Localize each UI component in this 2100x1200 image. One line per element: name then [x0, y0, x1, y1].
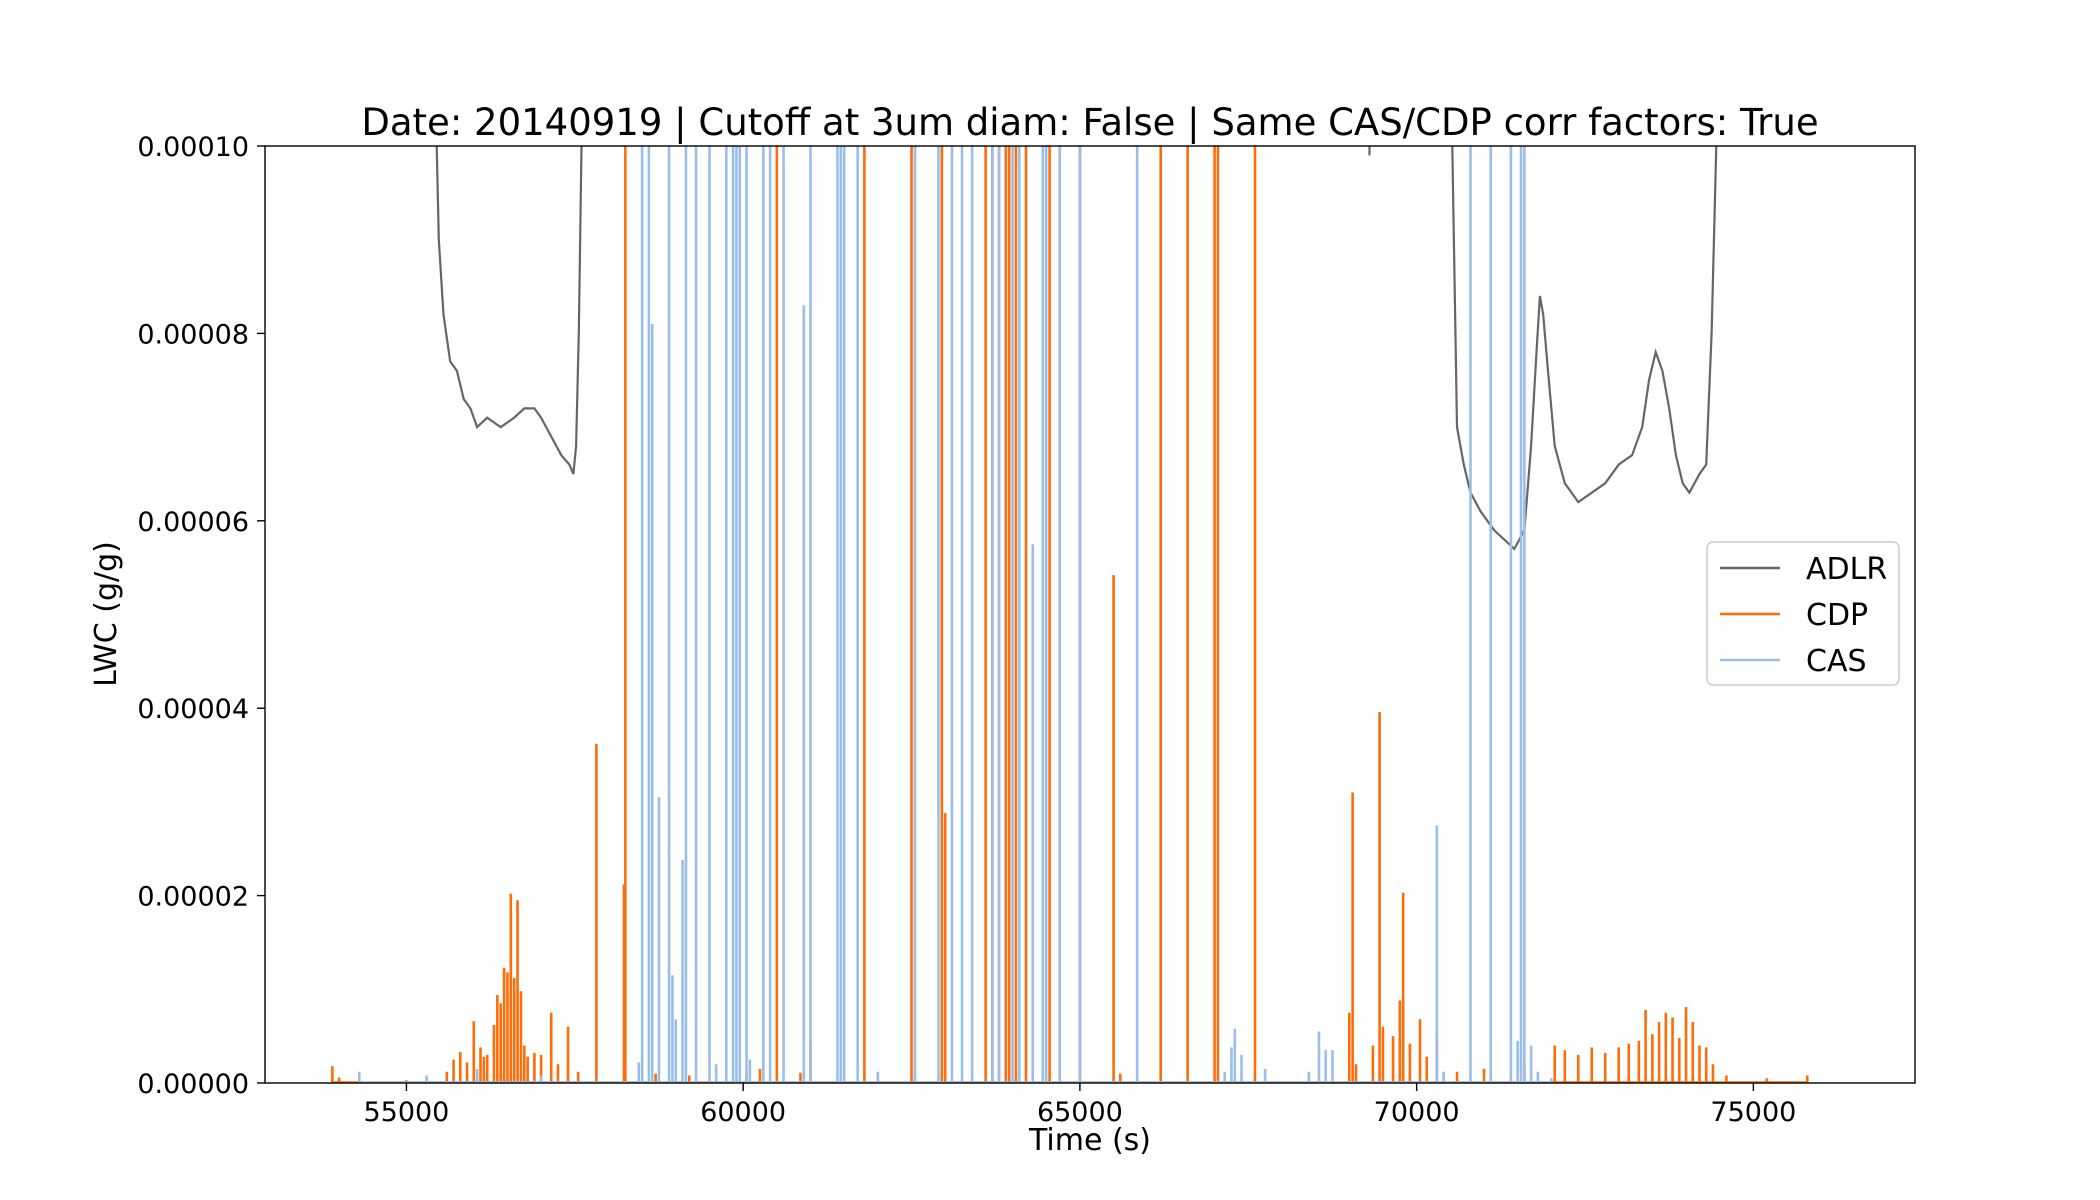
x-tick-label: 70000	[1374, 1097, 1460, 1128]
x-axis-label: Time (s)	[1028, 1123, 1151, 1158]
y-tick-label: 0.00006	[137, 507, 249, 538]
y-tick-label: 0.00010	[137, 132, 249, 163]
cas-series	[357, 146, 1553, 1083]
plot-frame	[264, 145, 1916, 1084]
y-tick-label: 0.00000	[137, 1069, 249, 1100]
x-tick-label: 65000	[1037, 1097, 1123, 1128]
x-tick-label: 55000	[363, 1097, 449, 1128]
legend: ADLR CDP CAS	[1706, 541, 1900, 686]
cdp-series	[331, 146, 1809, 1083]
legend-label-adlr: ADLR	[1806, 552, 1887, 587]
series-layer	[331, 146, 1809, 1083]
adlr-line	[1451, 146, 1718, 551]
y-axis: 0.00000 0.00002 0.00004 0.00006 0.00008 0.000…	[137, 132, 265, 1100]
y-tick-label: 0.00008	[137, 319, 249, 350]
legend-label-cas: CAS	[1806, 644, 1867, 679]
x-axis: 55000 60000 65000 70000 75000	[363, 1083, 1796, 1128]
x-tick-label: 60000	[700, 1097, 786, 1128]
y-axis-label: LWC (g/g)	[89, 541, 124, 687]
legend-box	[1706, 541, 1900, 686]
y-tick-label: 0.00002	[137, 882, 249, 913]
adlr-line	[435, 146, 583, 475]
chart-title: Date: 20140919 | Cutoff at 3um diam: Fal…	[361, 101, 1818, 144]
legend-label-cdp: CDP	[1806, 598, 1868, 633]
y-tick-label: 0.00004	[137, 694, 249, 725]
x-tick-label: 75000	[1710, 1097, 1796, 1128]
